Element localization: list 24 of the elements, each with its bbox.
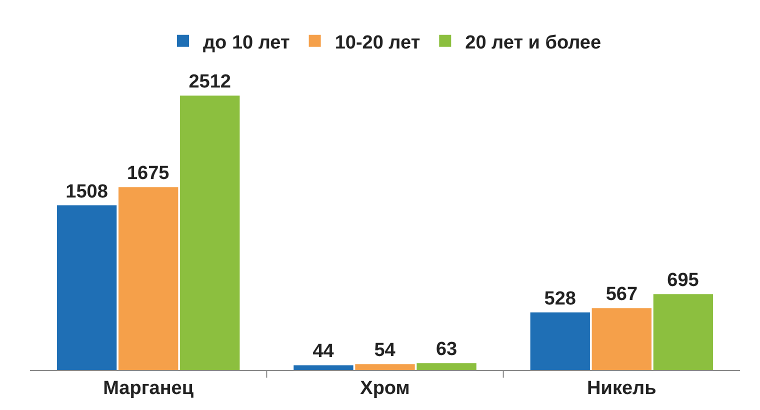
bar xyxy=(592,308,652,370)
data-label: 528 xyxy=(544,288,576,310)
bar xyxy=(530,312,590,370)
x-tick-label: Хром xyxy=(360,378,410,399)
bar xyxy=(416,363,476,370)
legend-label: 10-20 лет xyxy=(334,32,420,54)
bar xyxy=(653,294,714,370)
data-label: 1675 xyxy=(126,163,170,184)
bar xyxy=(180,96,240,370)
data-label: 567 xyxy=(606,284,638,306)
bar xyxy=(355,364,415,370)
x-tick-label: Никель xyxy=(587,378,656,399)
data-label: 1508 xyxy=(66,181,108,202)
bar xyxy=(294,365,354,370)
x-tick-label: Марганец xyxy=(103,378,194,399)
data-label: 44 xyxy=(312,341,334,362)
legend-label: 20 лет и более xyxy=(465,32,602,54)
data-label: 63 xyxy=(436,339,458,360)
bar xyxy=(56,205,117,370)
bar xyxy=(118,187,178,370)
data-label: 2512 xyxy=(188,72,232,93)
data-label: 695 xyxy=(667,270,700,292)
data-label: 54 xyxy=(374,340,396,362)
legend-label: до 10 лет xyxy=(203,32,290,54)
